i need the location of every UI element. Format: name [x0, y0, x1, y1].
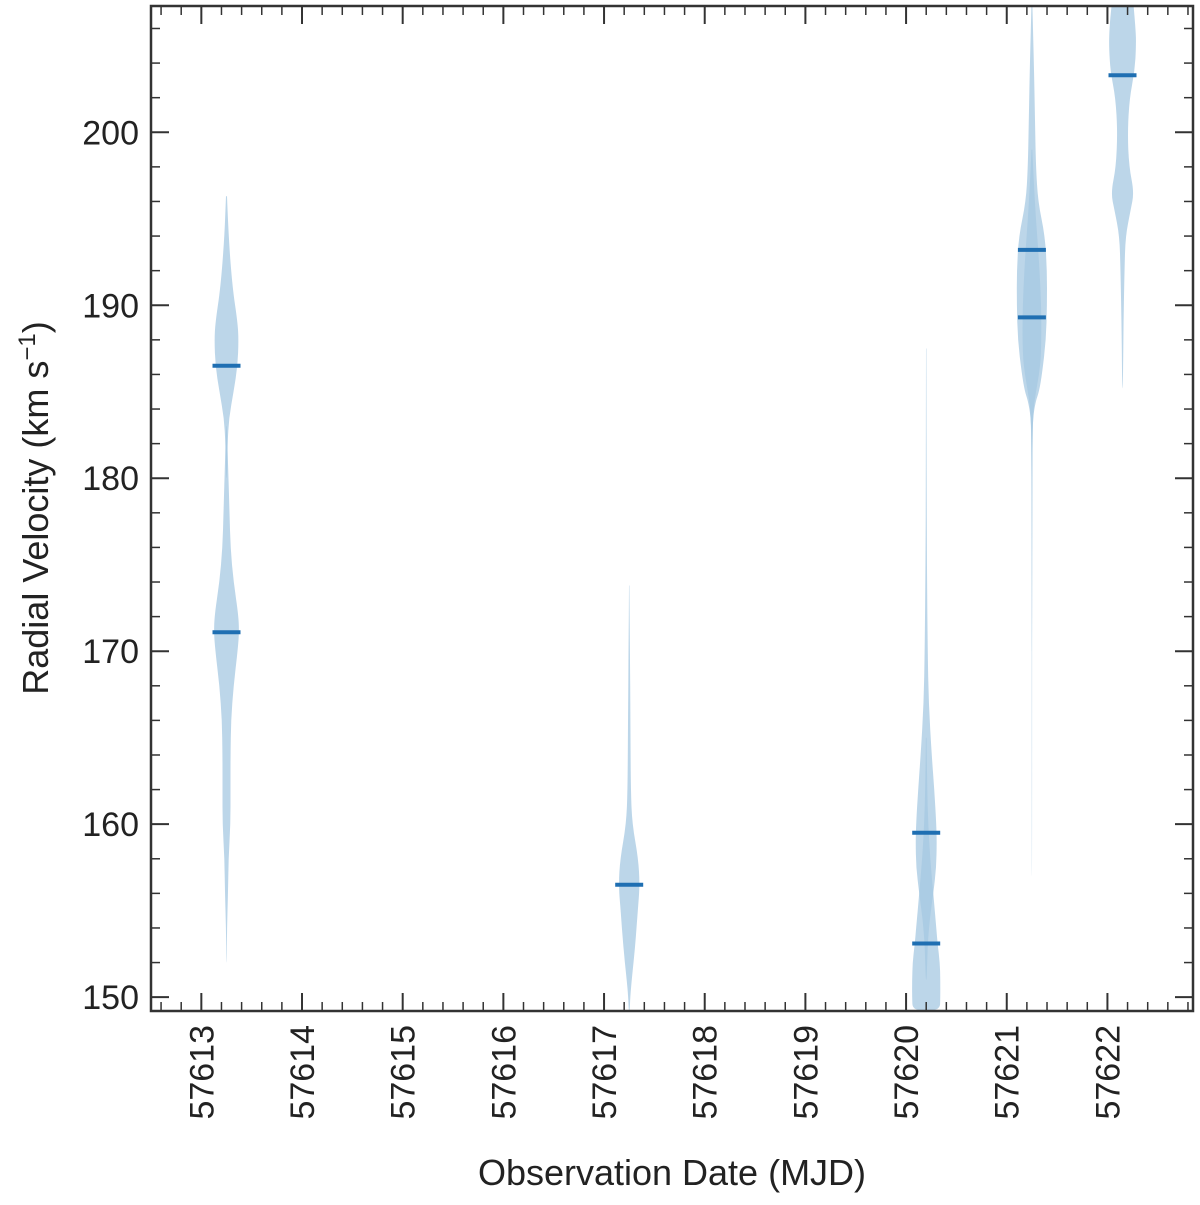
violin-body: [214, 196, 239, 479]
x-tick-label: 57620: [888, 1025, 926, 1120]
x-tick-label: 57618: [687, 1025, 725, 1120]
x-tick-label: 57616: [485, 1025, 523, 1120]
y-axis-label-text: Radial Velocity (km s: [15, 361, 56, 695]
violin-body: [915, 348, 937, 980]
x-tick-label: 57617: [586, 1025, 624, 1120]
x-tick-label: 57614: [284, 1025, 322, 1120]
y-tick-label: 180: [82, 460, 139, 498]
violin-body: [214, 426, 239, 963]
y-tick-label: 190: [82, 287, 139, 325]
x-axis-label: Observation Date (MJD): [478, 1152, 866, 1193]
x-tick-label: 57619: [787, 1025, 825, 1120]
y-axis-label-close: ): [15, 321, 56, 333]
medians-layer: [212, 73, 1137, 946]
y-tick-label: 160: [82, 806, 139, 844]
plot-background: [151, 6, 1193, 1011]
x-tick-label: 57621: [989, 1025, 1027, 1120]
y-tick-label: 170: [82, 633, 139, 671]
violin-body: [1109, 6, 1136, 389]
plot-frame: [149, 4, 1195, 1013]
violin-body: [1022, 149, 1042, 652]
violins-layer: [214, 6, 1136, 1011]
y-tick-label: 200: [82, 114, 139, 152]
y-tick-label: 150: [82, 979, 139, 1017]
y-axis-label-superscript: −1: [14, 333, 41, 360]
tick-labels-layer: 57613 57614 57615 57616 57617 57618 57619 57620…: [82, 114, 1127, 1119]
y-axis-label: Radial Velocity (km s−1): [14, 321, 57, 694]
x-tick-label: 57622: [1089, 1025, 1127, 1120]
x-tick-label: 57613: [183, 1025, 221, 1120]
x-tick-label: 57615: [385, 1025, 423, 1120]
violin-body: [619, 585, 640, 1011]
ticks-layer: [151, 6, 1193, 1011]
